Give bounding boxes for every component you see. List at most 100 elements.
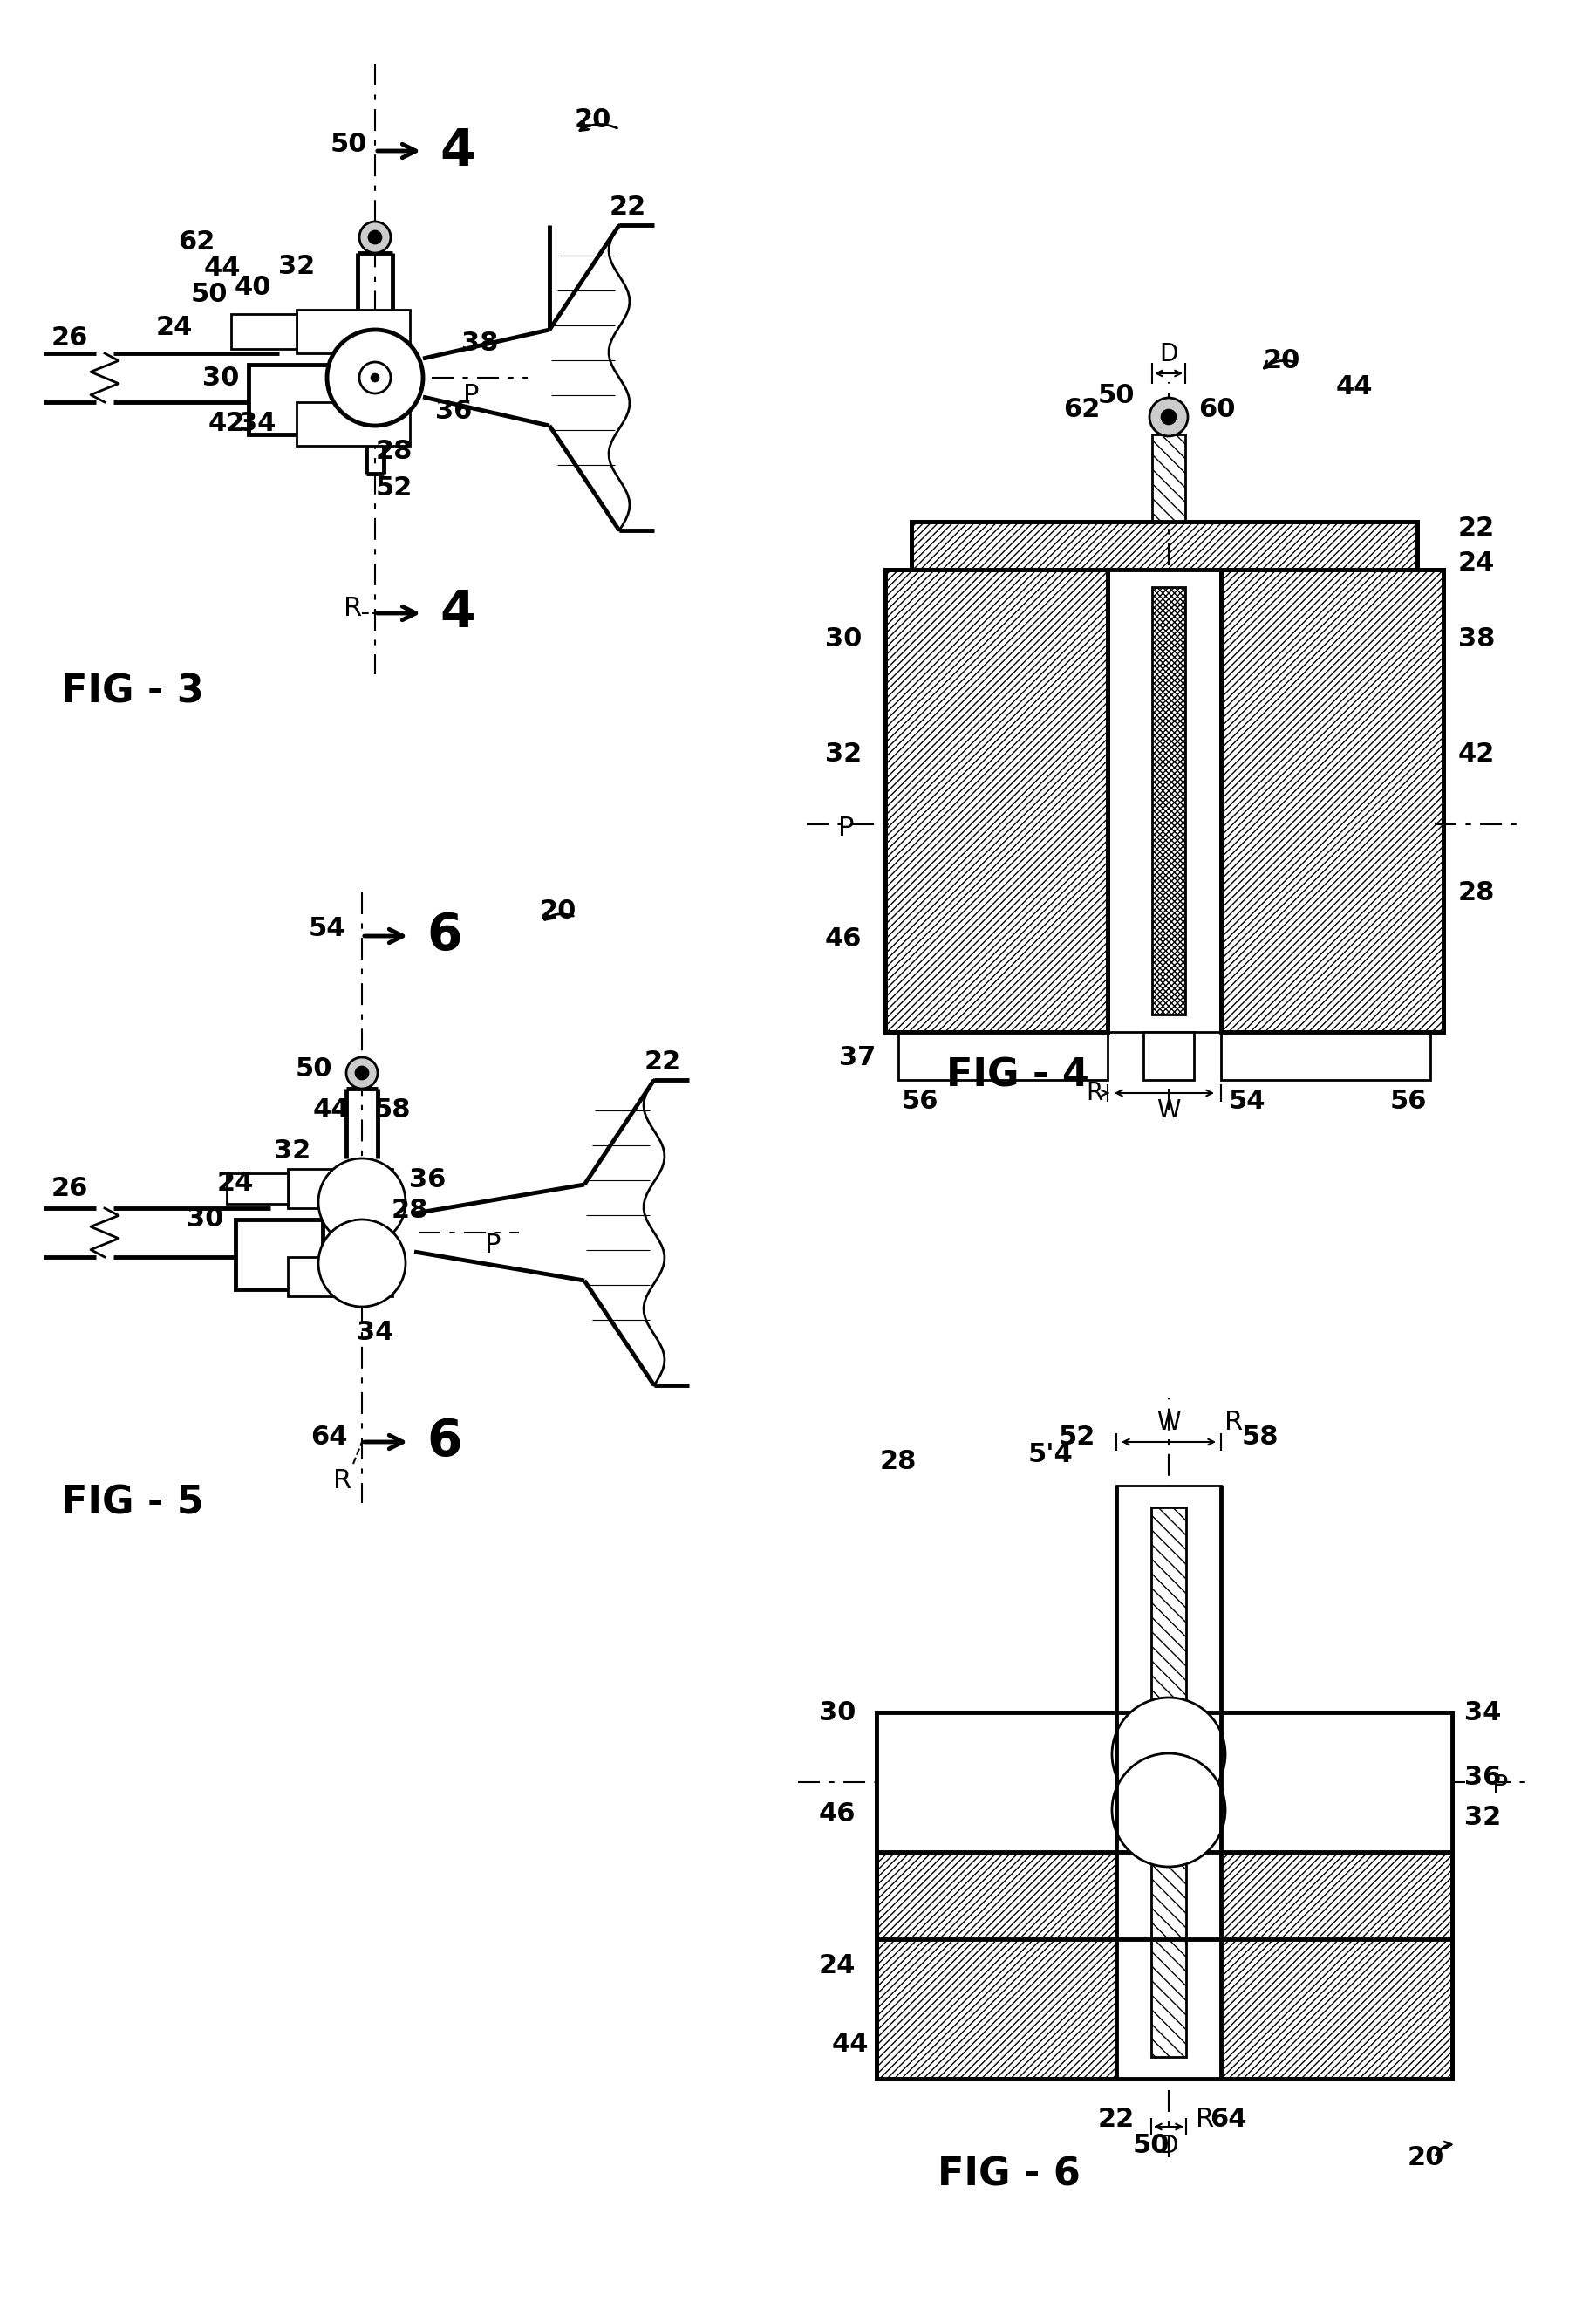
Circle shape	[1149, 397, 1187, 437]
Text: 36: 36	[409, 1168, 445, 1194]
Text: 42: 42	[1457, 741, 1494, 767]
Text: 20: 20	[1406, 2144, 1444, 2170]
Text: 38: 38	[1457, 627, 1494, 653]
Text: 36: 36	[1464, 1765, 1500, 1791]
Bar	[1108, 569, 1221, 1031]
Text: 32: 32	[825, 741, 862, 767]
Bar	[1151, 588, 1184, 1015]
Circle shape	[369, 232, 381, 244]
Text: 44: 44	[1336, 374, 1373, 400]
Text: 32: 32	[273, 1138, 310, 1164]
Bar	[1143, 1031, 1194, 1080]
Text: D: D	[1159, 341, 1178, 367]
Text: 54: 54	[308, 915, 345, 941]
Text: 28: 28	[391, 1199, 428, 1224]
Text: 20: 20	[1262, 348, 1299, 374]
Text: 36: 36	[434, 397, 472, 423]
Text: D: D	[1159, 2135, 1178, 2158]
Text: 64: 64	[1208, 2107, 1246, 2133]
Text: 22: 22	[1457, 516, 1494, 541]
Text: 26: 26	[51, 325, 88, 351]
Text: P: P	[1491, 1775, 1507, 1800]
Text: R: R	[334, 1468, 351, 1494]
Text: 30: 30	[825, 627, 862, 653]
Bar	[884, 569, 1108, 1031]
Text: FIG - 4: FIG - 4	[946, 1057, 1088, 1094]
Text: W: W	[1156, 1410, 1179, 1436]
Text: 32: 32	[1464, 1805, 1500, 1831]
Text: 22: 22	[1098, 2107, 1135, 2133]
Bar	[231, 314, 297, 348]
Bar	[884, 569, 1108, 1031]
Text: 54: 54	[1227, 1089, 1266, 1115]
Text: FIG - 5: FIG - 5	[61, 1484, 204, 1522]
Text: FIG - 6: FIG - 6	[937, 2156, 1080, 2193]
Bar	[1221, 569, 1443, 1031]
Text: 56: 56	[902, 1089, 938, 1115]
Text: W: W	[1156, 1099, 1179, 1122]
Text: 34: 34	[356, 1319, 393, 1345]
Text: 26: 26	[51, 1175, 88, 1201]
Text: R: R	[1195, 2107, 1215, 2133]
Circle shape	[359, 362, 391, 393]
Text: 24: 24	[1457, 551, 1494, 576]
Bar	[235, 1220, 322, 1289]
Text: R: R	[1224, 1410, 1243, 1436]
Text: 24: 24	[217, 1171, 254, 1196]
Text: 50: 50	[295, 1057, 332, 1083]
Circle shape	[318, 1159, 405, 1245]
Bar	[876, 1712, 1451, 1851]
Bar	[297, 309, 410, 353]
Text: P: P	[838, 815, 854, 841]
Bar	[249, 365, 345, 434]
Text: 30: 30	[819, 1700, 855, 1726]
Bar	[297, 402, 410, 446]
Text: 58: 58	[1242, 1424, 1278, 1450]
Text: 37: 37	[838, 1045, 875, 1071]
Bar	[227, 1173, 287, 1203]
Text: P: P	[485, 1234, 501, 1259]
Bar	[876, 1712, 1451, 1940]
Text: 64: 64	[310, 1424, 348, 1450]
Text: 24: 24	[156, 314, 193, 339]
Text: 46: 46	[819, 1803, 855, 1828]
Circle shape	[318, 1220, 405, 1308]
Bar	[287, 1168, 393, 1208]
Bar	[1221, 1031, 1430, 1080]
Bar	[911, 523, 1416, 569]
Text: 46: 46	[825, 927, 862, 952]
Text: 62: 62	[177, 230, 214, 256]
Text: 6: 6	[426, 911, 463, 962]
Bar	[911, 523, 1416, 569]
Bar	[1151, 1508, 1186, 2056]
Bar	[876, 1851, 1451, 2079]
Circle shape	[1111, 1698, 1224, 1812]
Bar	[1221, 569, 1443, 1031]
Bar	[899, 1031, 1108, 1080]
Text: 30: 30	[203, 365, 239, 390]
Text: 20: 20	[575, 107, 611, 132]
Text: 44: 44	[204, 256, 241, 281]
Text: 22: 22	[610, 195, 646, 221]
Bar	[235, 1220, 322, 1289]
Text: 38: 38	[461, 330, 498, 355]
Bar	[249, 365, 345, 434]
Text: 56: 56	[1389, 1089, 1427, 1115]
Text: 6: 6	[426, 1417, 463, 1466]
Text: 34: 34	[239, 411, 276, 437]
Text: FIG - 3: FIG - 3	[61, 674, 204, 711]
Circle shape	[356, 1066, 367, 1080]
Text: 50: 50	[1132, 2133, 1170, 2158]
Bar	[1151, 434, 1184, 523]
Text: 50: 50	[330, 132, 367, 156]
Circle shape	[1160, 409, 1176, 425]
Text: 20: 20	[539, 899, 576, 925]
Bar	[876, 1851, 1451, 2079]
Text: 34: 34	[1464, 1700, 1500, 1726]
Text: 28: 28	[1457, 880, 1494, 906]
Text: 22: 22	[645, 1050, 681, 1076]
Circle shape	[359, 221, 391, 253]
Text: 50: 50	[190, 281, 228, 307]
Text: 62: 62	[1063, 397, 1100, 423]
Text: R: R	[1085, 1080, 1103, 1106]
